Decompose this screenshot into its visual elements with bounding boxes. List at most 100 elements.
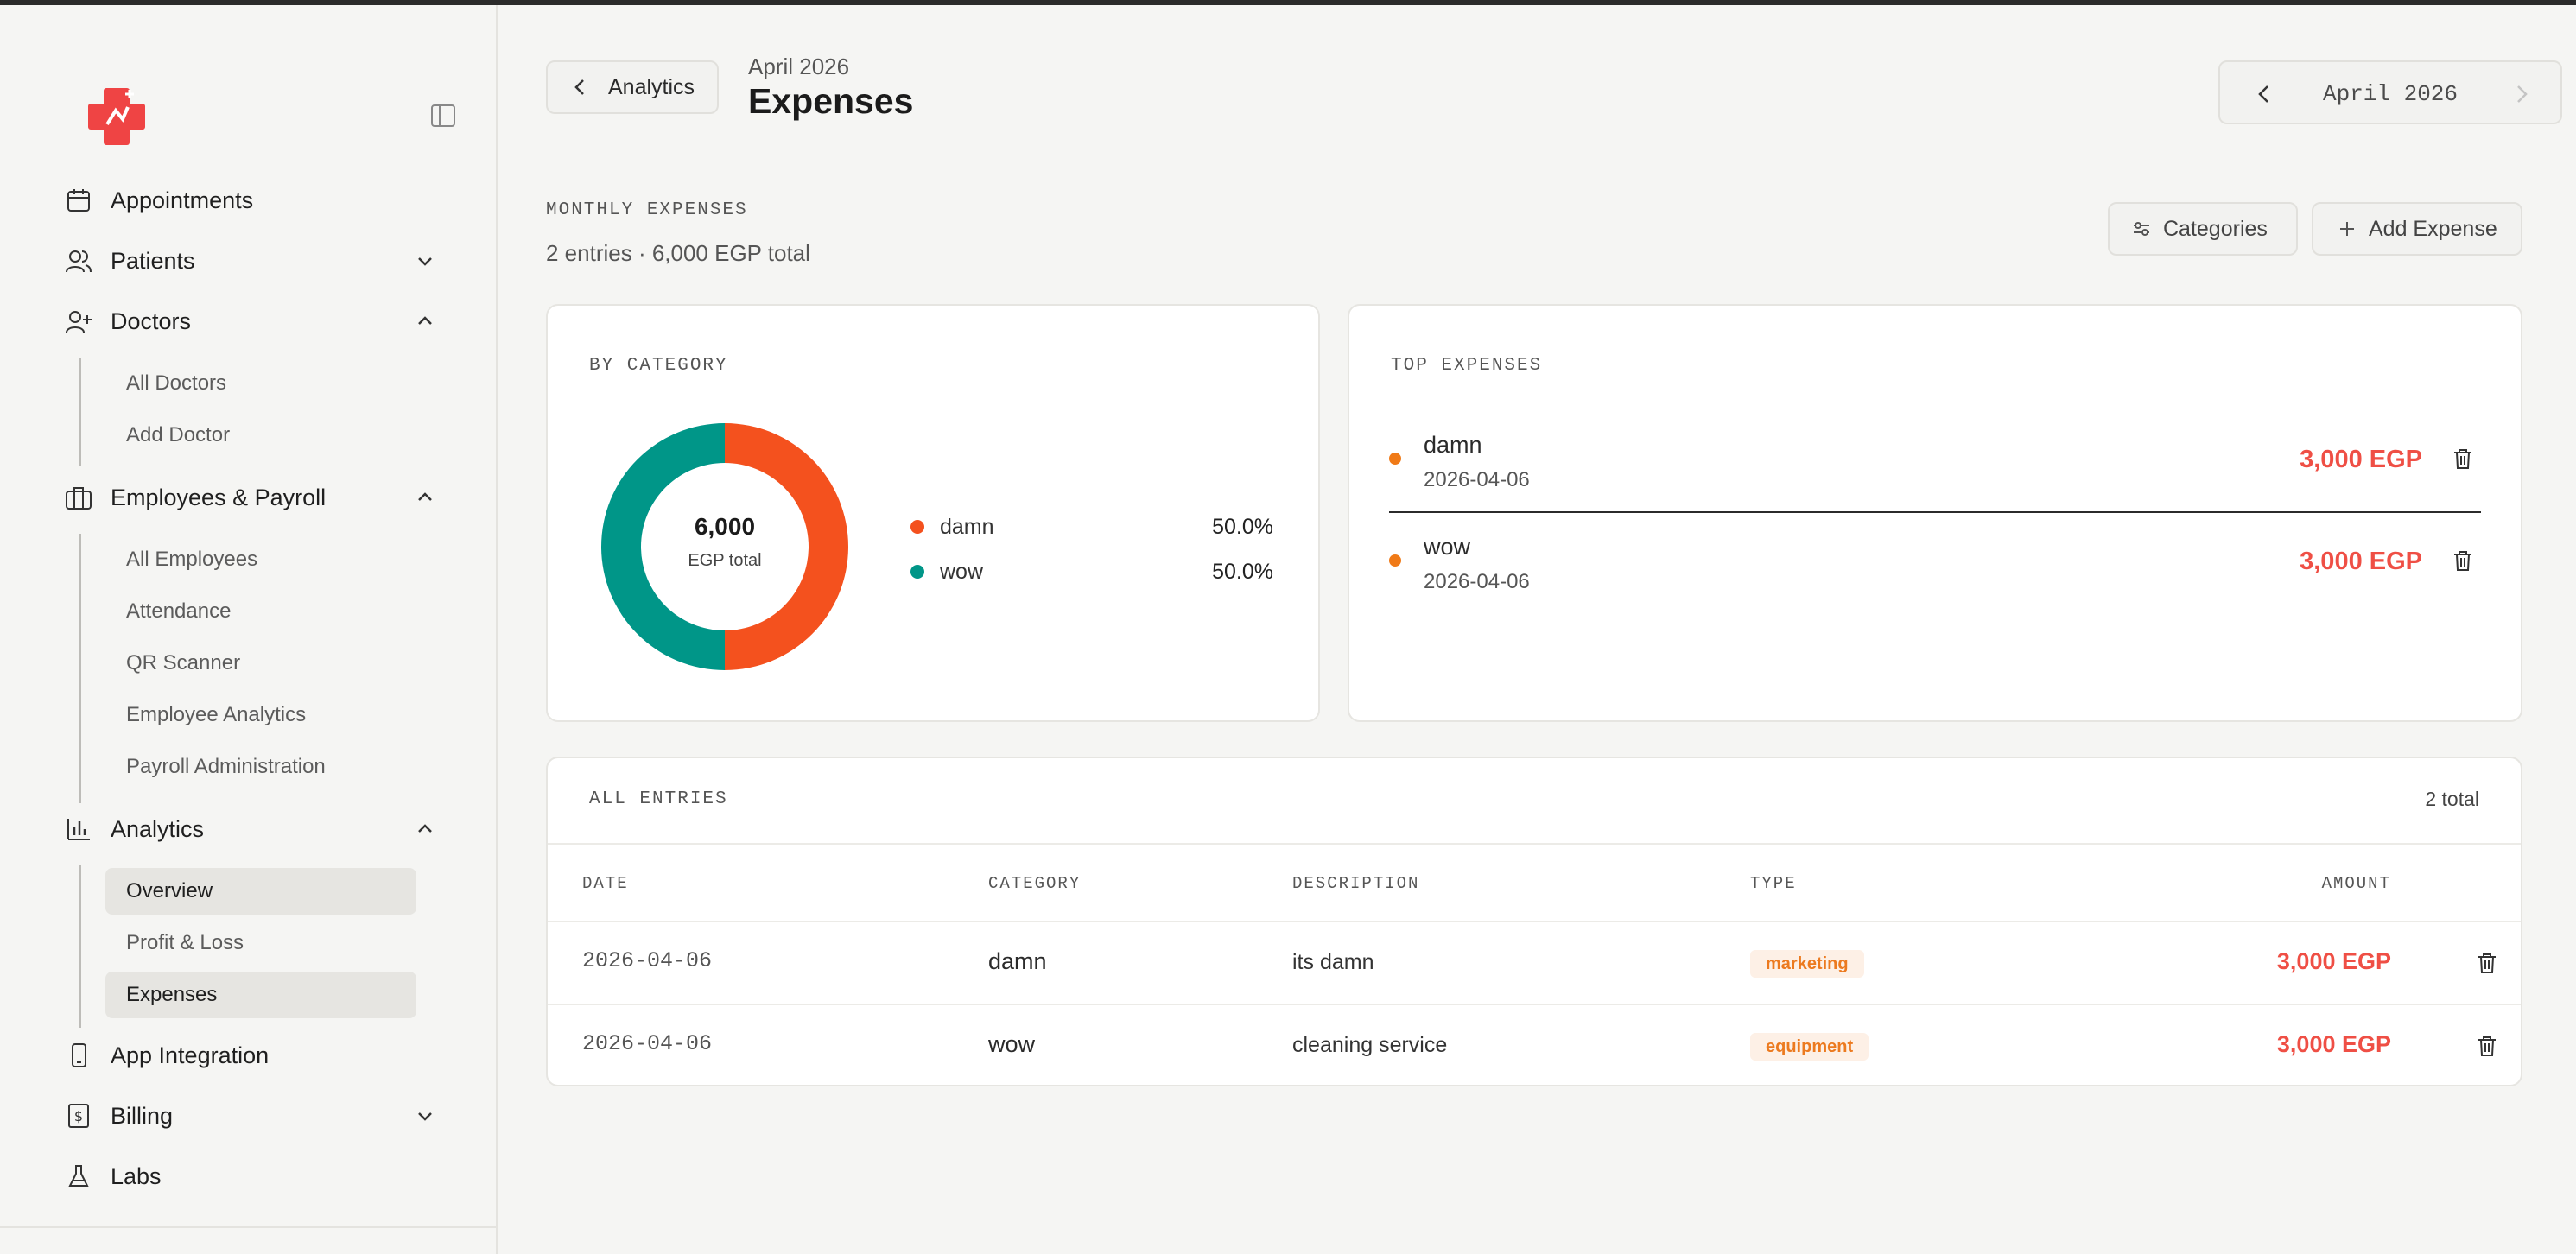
- nav-profit-loss[interactable]: Profit & Loss: [126, 931, 244, 954]
- donut-slice-wow: [601, 423, 725, 670]
- chevron-up-icon[interactable]: [415, 819, 435, 839]
- cell-date: 2026-04-06: [582, 948, 713, 973]
- back-to-analytics-button[interactable]: Analytics: [546, 60, 719, 114]
- nav-all-doctors[interactable]: All Doctors: [126, 371, 227, 395]
- back-button-label: Analytics: [608, 74, 695, 99]
- legend-item: wow 50.0%: [910, 556, 1273, 587]
- all-entries-caption: ALL ENTRIES: [589, 789, 728, 809]
- cell-description: its damn: [1292, 950, 1374, 974]
- donut-center-value: 6,000: [694, 513, 756, 540]
- nav-attendance[interactable]: Attendance: [126, 599, 232, 623]
- employees-tree-line: [79, 534, 81, 803]
- categories-button-label: Categories: [2163, 216, 2268, 241]
- month-label: April 2026: [2322, 81, 2459, 107]
- trash-icon[interactable]: [2450, 446, 2476, 472]
- nav-qr-scanner[interactable]: QR Scanner: [126, 651, 241, 674]
- trash-icon[interactable]: [2450, 548, 2476, 573]
- top-expense-date: 2026-04-06: [1424, 570, 1530, 593]
- nav-app-integration[interactable]: App Integration: [64, 1036, 444, 1074]
- donut-svg: [601, 423, 848, 670]
- top-expense-name: wow: [1424, 534, 1471, 560]
- top-expenses-card: TOP EXPENSES damn 2026-04-06 3,000 EGP w…: [1348, 304, 2522, 722]
- nav-patients[interactable]: Patients: [64, 242, 444, 280]
- top-expenses-caption: TOP EXPENSES: [1391, 356, 1543, 376]
- flask-icon: [64, 1162, 93, 1191]
- all-entries-card: ALL ENTRIES 2 total DATE CATEGORY DESCRI…: [546, 757, 2522, 1086]
- nav-doctors[interactable]: Doctors: [64, 302, 444, 340]
- month-navigator: April 2026: [2218, 60, 2562, 124]
- svg-text:$: $: [74, 1108, 83, 1124]
- cell-date: 2026-04-06: [582, 1031, 713, 1056]
- chevron-up-icon[interactable]: [415, 487, 435, 508]
- nav-labs-label: Labs: [111, 1162, 162, 1189]
- column-header-category: CATEGORY: [988, 874, 1082, 893]
- donut-slice-damn: [725, 423, 848, 670]
- nav-expenses[interactable]: Expenses: [105, 972, 416, 1018]
- categories-button[interactable]: Categories: [2108, 202, 2298, 256]
- top-expense-name: damn: [1424, 432, 1482, 458]
- nav-all-employees[interactable]: All Employees: [126, 548, 258, 571]
- monthly-expenses-caption: MONTHLY EXPENSES: [546, 200, 748, 220]
- nav-analytics[interactable]: Analytics: [64, 810, 444, 848]
- page-subtitle: April 2026: [748, 54, 850, 79]
- users-icon: [64, 246, 93, 276]
- top-expense-amount: 3,000 EGP: [2300, 548, 2422, 575]
- column-header-type: TYPE: [1750, 874, 1797, 893]
- legend-dot: [910, 565, 924, 579]
- chevron-down-icon[interactable]: [415, 1105, 435, 1126]
- column-header-date: DATE: [582, 874, 629, 893]
- by-category-card: BY CATEGORY 6,000 EGP total damn 50.0% w…: [546, 304, 1320, 722]
- chevron-left-icon: [574, 79, 584, 95]
- nav-patients-label: Patients: [111, 247, 195, 274]
- clinic-logo: [88, 88, 145, 145]
- nav-payroll-administration[interactable]: Payroll Administration: [126, 755, 326, 778]
- entries-total-count: 2 total: [2425, 788, 2479, 810]
- nav-employees-payroll[interactable]: Employees & Payroll: [64, 478, 444, 516]
- nav-employee-analytics[interactable]: Employee Analytics: [126, 703, 307, 726]
- cell-amount: 3,000 EGP: [2276, 1031, 2391, 1057]
- top-expense-amount: 3,000 EGP: [2300, 446, 2422, 473]
- nav-overview[interactable]: Overview: [105, 868, 416, 915]
- trash-icon[interactable]: [2474, 1033, 2500, 1059]
- sidebar-footer-divider: [0, 1226, 496, 1228]
- next-month-icon[interactable]: [2509, 81, 2535, 107]
- nav-labs[interactable]: Labs: [64, 1157, 444, 1195]
- expense-dot: [1389, 453, 1401, 465]
- nav-doctors-label: Doctors: [111, 307, 192, 334]
- plus-icon: [2340, 222, 2354, 236]
- legend-percent: 50.0%: [1212, 559, 1273, 584]
- legend-dot: [910, 520, 924, 534]
- top-expense-item[interactable]: wow 2026-04-06 3,000 EGP: [1389, 523, 2481, 624]
- trash-icon[interactable]: [2474, 950, 2500, 976]
- add-expense-button[interactable]: Add Expense: [2312, 202, 2522, 256]
- doctors-tree-line: [79, 358, 81, 466]
- legend-name: damn: [940, 514, 994, 539]
- analytics-tree-line: [79, 865, 81, 1028]
- nav-appointments-label: Appointments: [111, 187, 254, 213]
- table-divider: [548, 1004, 2521, 1005]
- nav-app-integration-label: App Integration: [111, 1042, 270, 1068]
- nav-appointments[interactable]: Appointments: [64, 181, 444, 219]
- chevron-up-icon[interactable]: [415, 311, 435, 332]
- receipt-icon: $: [64, 1101, 93, 1130]
- chevron-down-icon[interactable]: [415, 250, 435, 271]
- bar-chart-icon: [64, 814, 93, 844]
- category-donut-chart: 6,000 EGP total: [600, 421, 850, 672]
- type-badge: marketing: [1750, 950, 1864, 978]
- window-top-border: [0, 0, 2576, 5]
- top-expense-item[interactable]: damn 2026-04-06 3,000 EGP: [1389, 421, 2481, 522]
- nav-add-doctor[interactable]: Add Doctor: [126, 423, 231, 446]
- previous-month-icon[interactable]: [2251, 81, 2277, 107]
- nav-billing[interactable]: $ Billing: [64, 1097, 444, 1135]
- briefcase-icon: [64, 483, 93, 512]
- sidebar-collapse-icon[interactable]: [430, 104, 456, 128]
- top-expense-date: 2026-04-06: [1424, 468, 1530, 491]
- column-header-amount: AMOUNT: [2321, 874, 2391, 893]
- page-title: Expenses: [748, 81, 914, 121]
- column-header-description: DESCRIPTION: [1292, 874, 1420, 893]
- user-plus-icon: [64, 307, 93, 336]
- smartphone-icon: [64, 1041, 93, 1070]
- legend-name: wow: [940, 559, 984, 584]
- nav-analytics-label: Analytics: [111, 815, 205, 842]
- calendar-icon: [64, 186, 93, 215]
